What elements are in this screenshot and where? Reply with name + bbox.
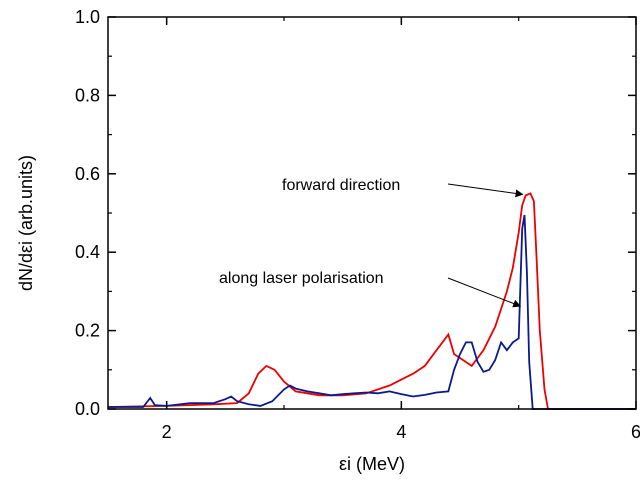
y-axis-label: dN/dεi (arb.units): [16, 155, 36, 291]
y-tick-label: 0.6: [75, 164, 100, 184]
x-tick-label: 6: [631, 422, 640, 442]
annotation-label: forward direction: [282, 177, 400, 194]
series-line-0: [107, 192, 636, 410]
y-tick-label: 1.0: [75, 7, 100, 27]
series-line-1: [108, 214, 636, 410]
x-axis-label: εi (MeV): [339, 454, 405, 474]
annotation-arrow: [447, 183, 524, 198]
x-tick-label: 4: [396, 422, 406, 442]
ticks-layer: 2 4 6 0.0 0.2 0.4 0.6 0.8 1.0: [75, 7, 640, 442]
y-tick-label: 0.4: [75, 242, 100, 262]
annotation-layer: forward direction along laser polarisatio…: [219, 177, 524, 308]
y-tick-label: 0.2: [75, 321, 100, 341]
plot-frame: [107, 16, 637, 410]
annotation-label: along laser polarisation: [219, 270, 384, 287]
y-tick-label: 0.0: [75, 399, 100, 419]
y-tick-label: 0.8: [75, 85, 100, 105]
series-layer: [107, 192, 636, 410]
annotation-arrow: [447, 277, 522, 308]
x-tick-label: 2: [162, 422, 172, 442]
